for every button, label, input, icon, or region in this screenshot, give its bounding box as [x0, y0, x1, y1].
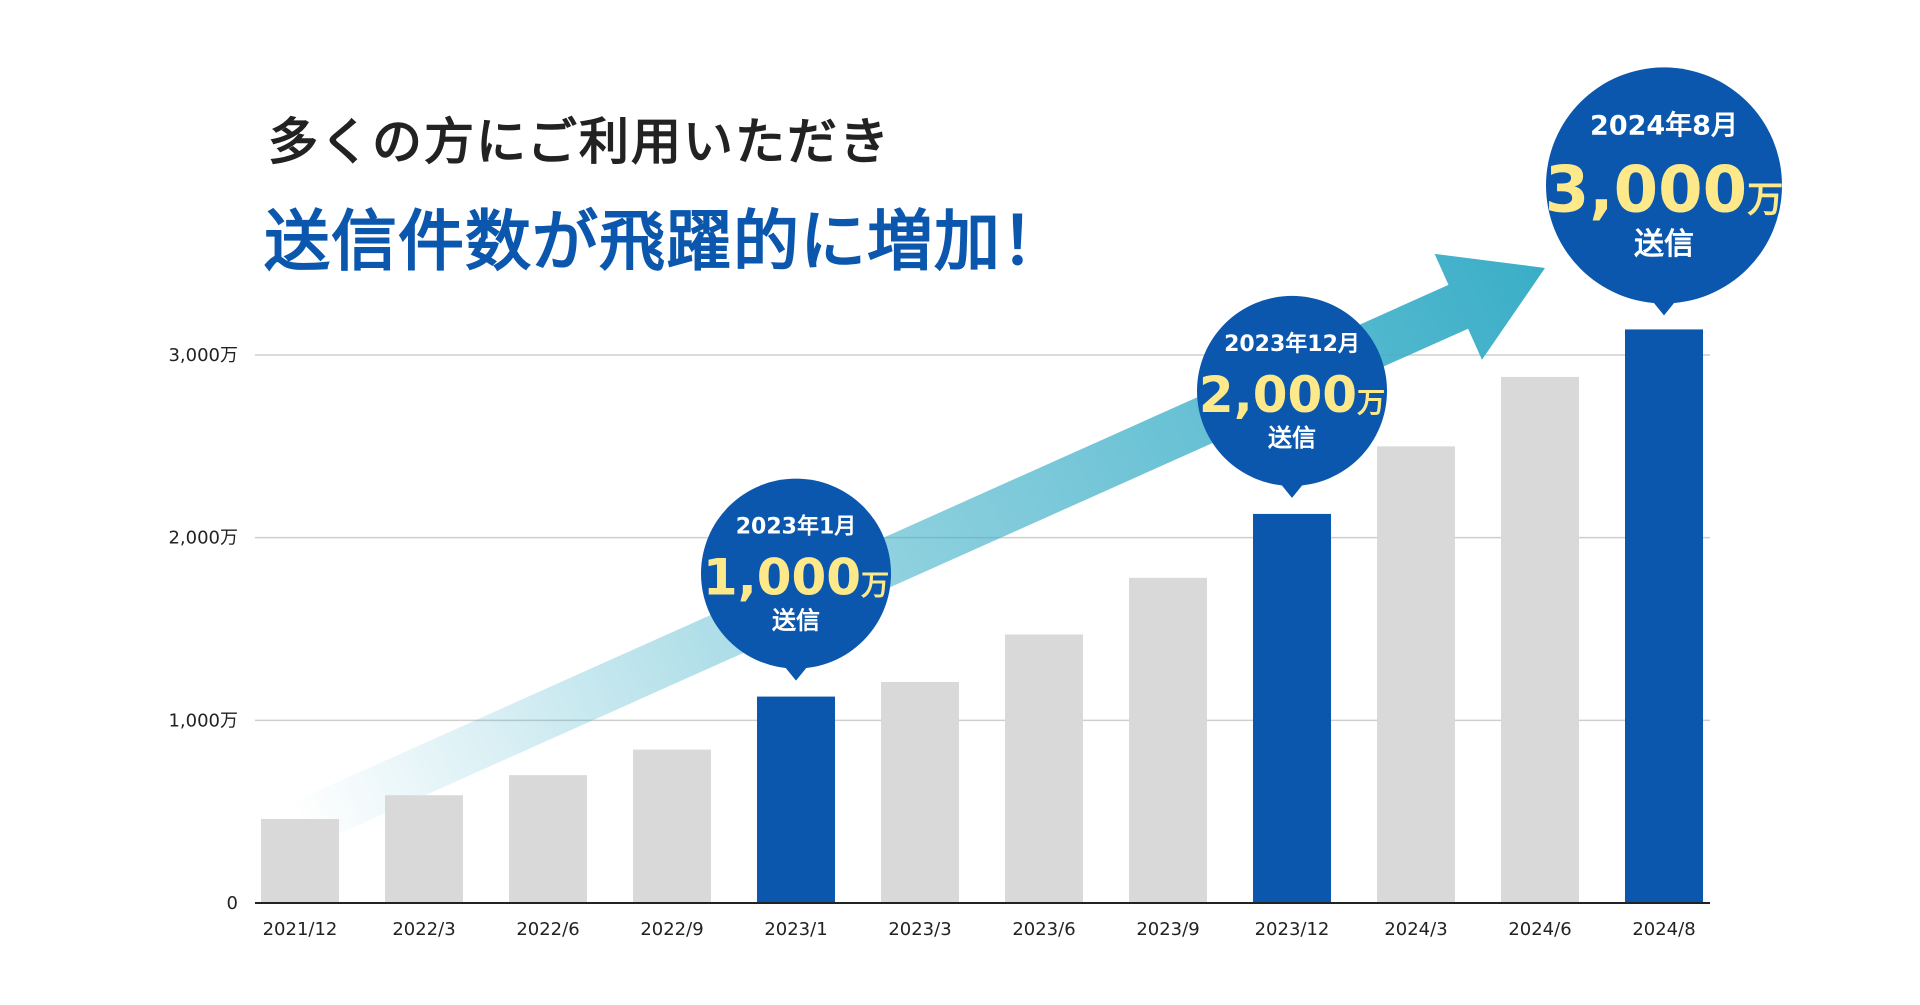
- callout-pointer: [783, 664, 809, 681]
- callout-sub: 送信: [772, 607, 820, 635]
- callout-value-number: 2,000: [1199, 366, 1357, 424]
- bar: [1005, 634, 1083, 903]
- callout-value: 1,000万: [703, 548, 889, 606]
- callout-badge: [1546, 67, 1782, 304]
- callout-pointer: [1651, 299, 1677, 316]
- x-tick-label: 2024/3: [1384, 919, 1447, 940]
- bar: [1129, 577, 1207, 903]
- callout-value-unit: 万: [1747, 179, 1783, 220]
- bar: [1501, 376, 1579, 903]
- y-tick-label: 2,000万: [168, 528, 238, 549]
- bar-highlighted: [1253, 513, 1331, 903]
- bar: [1377, 446, 1455, 903]
- x-tick-label: 2023/1: [764, 919, 827, 940]
- callout-value-unit: 万: [1357, 386, 1385, 419]
- x-tick-label: 2023/12: [1255, 919, 1330, 940]
- callout-pointer: [1279, 481, 1305, 498]
- bar-highlighted: [1625, 329, 1703, 904]
- x-tick-label: 2022/6: [516, 919, 579, 940]
- callout-sub: 送信: [1634, 227, 1694, 262]
- x-tick-label: 2022/9: [640, 919, 703, 940]
- x-tick-label: 2024/6: [1508, 919, 1571, 940]
- x-tick-label: 2023/3: [888, 919, 951, 940]
- bar: [261, 818, 339, 903]
- headline: 多くの方にご利用いただき: [268, 113, 891, 171]
- callout-value-number: 3,000: [1545, 153, 1747, 227]
- callout-value: 3,000万: [1545, 153, 1783, 227]
- y-tick-label: 1,000万: [168, 710, 238, 731]
- x-tick-label: 2023/6: [1012, 919, 1075, 940]
- callout-date: 2024年8月: [1590, 110, 1738, 142]
- x-tick-label: 2023/9: [1136, 919, 1199, 940]
- callout-sub: 送信: [1268, 424, 1316, 452]
- bar: [385, 795, 463, 903]
- callout-value-number: 1,000: [703, 548, 861, 606]
- callout-badge: [701, 478, 891, 669]
- y-tick-label: 0: [227, 893, 238, 914]
- x-tick-label: 2024/8: [1632, 919, 1695, 940]
- bar: [509, 775, 587, 903]
- callout-value: 2,000万: [1199, 366, 1385, 424]
- subheadline: 送信件数が飛躍的に増加！: [264, 203, 1068, 280]
- bar: [633, 749, 711, 903]
- x-tick-label: 2021/12: [263, 919, 338, 940]
- x-tick-label: 2022/3: [392, 919, 455, 940]
- callout-date: 2023年12月: [1224, 331, 1360, 357]
- bar-highlighted: [757, 696, 835, 903]
- bar: [881, 681, 959, 903]
- callout-value-unit: 万: [861, 568, 889, 601]
- callout-badge: [1197, 295, 1387, 486]
- y-tick-label: 3,000万: [168, 345, 238, 366]
- callout-date: 2023年1月: [736, 514, 857, 540]
